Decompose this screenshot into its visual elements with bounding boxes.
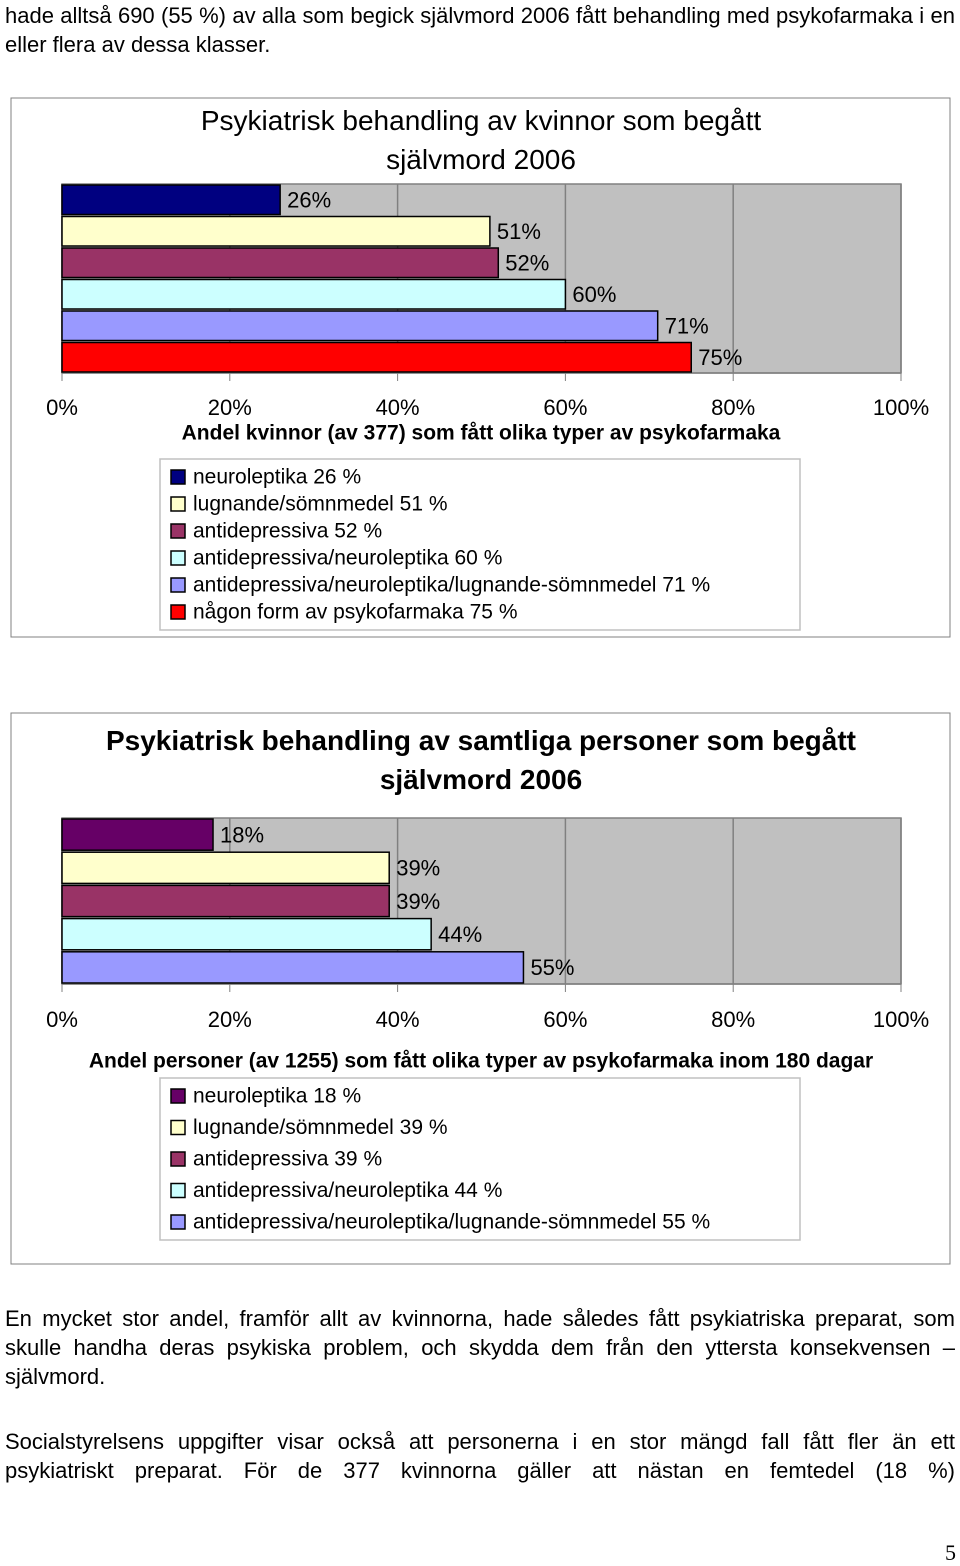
data-label: 52% [505,251,549,276]
legend-label: lugnande/sömnmedel 39 % [193,1116,448,1139]
legend-marker [170,577,186,593]
legend-marker [170,604,186,620]
legend-box [159,1077,801,1241]
x-tick-label: 60% [543,1007,587,1032]
bar [61,951,525,984]
data-label: 60% [572,282,616,307]
bar [61,184,281,216]
x-axis-label: Andel kvinnor (av 377) som fått olika ty… [182,422,781,445]
x-axis-label: Andel personer (av 1255) som fått olika … [89,1050,873,1073]
data-label: 71% [665,314,709,339]
legend-label: någon form av psykofarmaka 75 % [193,601,518,624]
data-label: 75% [698,345,742,370]
x-tick-label: 40% [376,395,420,420]
legend-label: antidepressiva/neuroleptika/lugnande-söm… [193,574,710,597]
legend-marker [170,1151,186,1167]
data-label: 39% [396,856,440,881]
bar [61,851,390,885]
bar [61,215,491,247]
paragraph: Socialstyrelsens uppgifter visar också a… [5,1429,955,1483]
data-label: 18% [220,822,264,847]
x-tick-label: 100% [873,395,929,420]
legend-marker [170,1088,186,1104]
legend-marker [170,1119,186,1136]
x-tick-label: 100% [873,1007,929,1032]
chart-title: Psykiatrisk behandling av samtliga perso… [105,725,857,795]
bar [61,278,567,310]
x-tick-label: 0% [46,1007,78,1032]
intro-paragraph: hade alltså 690 (55 %) av alla som begic… [5,3,955,57]
legend-label: neuroleptika 26 % [193,466,361,489]
legend-marker [170,523,186,539]
x-tick-label: 20% [208,395,252,420]
chart-title: Psykiatrisk behandling av kvinnor som be… [200,105,762,175]
legend-marker [170,1182,186,1199]
legend-marker [170,1214,186,1230]
bar [61,341,692,373]
x-tick-label: 0% [46,395,78,420]
data-label: 44% [438,922,482,947]
bar [61,310,659,342]
data-label: 39% [396,889,440,914]
bar [61,818,214,851]
legend-marker [170,496,186,512]
legend-label: antidepressiva/neuroleptika 60 % [193,547,502,570]
bar [61,884,390,918]
legend-label: neuroleptika 18 % [193,1085,361,1108]
data-label: 26% [287,188,331,213]
x-tick-label: 80% [711,1007,755,1032]
x-tick-label: 20% [208,1007,252,1032]
data-label: 55% [530,955,574,980]
legend-marker [170,550,186,566]
bar [61,247,500,279]
legend-box [159,458,801,631]
page-number: 5 [945,1540,956,1565]
paragraph: En mycket stor andel, framför allt av kv… [5,1306,955,1389]
legend-label: antidepressiva 52 % [193,520,382,543]
legend-label: lugnande/sömnmedel 51 % [193,493,448,516]
x-tick-label: 40% [376,1007,420,1032]
legend-label: antidepressiva/neuroleptika 44 % [193,1179,502,1202]
legend-label: antidepressiva/neuroleptika/lugnande-söm… [193,1211,710,1234]
bar [61,917,432,951]
x-tick-label: 60% [543,395,587,420]
legend-label: antidepressiva 39 % [193,1148,382,1171]
x-tick-label: 80% [711,395,755,420]
legend-marker [170,469,186,485]
data-label: 51% [497,219,541,244]
